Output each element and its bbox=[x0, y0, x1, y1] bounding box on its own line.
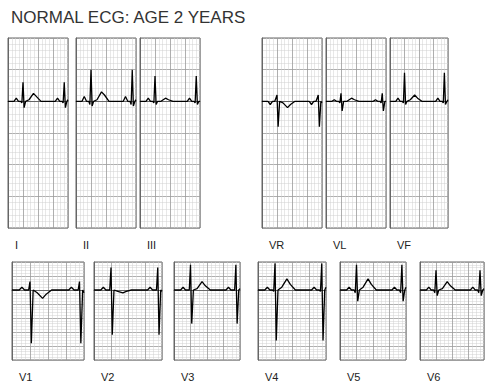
svg-text:V5: V5 bbox=[347, 371, 360, 383]
svg-text:III: III bbox=[147, 239, 156, 251]
svg-text:VL: VL bbox=[333, 239, 346, 251]
svg-text:V2: V2 bbox=[101, 371, 114, 383]
svg-text:II: II bbox=[83, 239, 89, 251]
svg-text:I: I bbox=[15, 239, 18, 251]
svg-text:VR: VR bbox=[269, 239, 284, 251]
svg-text:V6: V6 bbox=[427, 371, 440, 383]
svg-text:VF: VF bbox=[397, 239, 411, 251]
svg-text:V3: V3 bbox=[181, 371, 194, 383]
svg-text:NORMAL ECG: AGE 2 YEARS: NORMAL ECG: AGE 2 YEARS bbox=[11, 8, 245, 27]
svg-text:V1: V1 bbox=[19, 371, 32, 383]
svg-text:V4: V4 bbox=[265, 371, 278, 383]
